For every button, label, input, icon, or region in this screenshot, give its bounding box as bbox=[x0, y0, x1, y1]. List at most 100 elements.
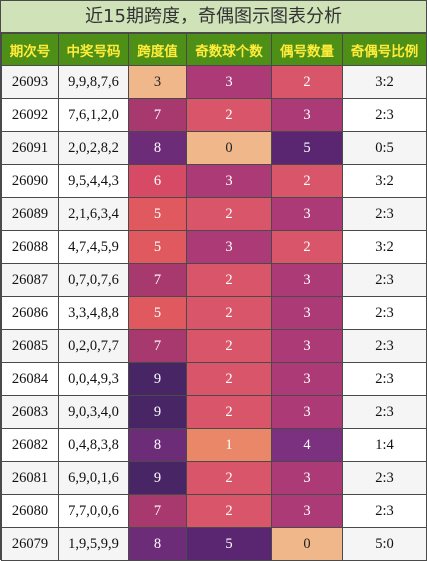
table-row: 26088 4,7,4,5,9 5 3 2 3:2 bbox=[1, 230, 427, 264]
even-count-cell: 2 bbox=[271, 65, 343, 99]
odd-count-cell: 3 bbox=[186, 164, 272, 198]
ratio-cell: 2:3 bbox=[342, 197, 427, 231]
issue-cell: 26079 bbox=[1, 527, 59, 561]
numbers-cell: 9,9,8,7,6 bbox=[58, 65, 129, 99]
header-numbers: 中奖号码 bbox=[58, 33, 129, 66]
span-cell: 5 bbox=[128, 296, 187, 330]
span-cell: 3 bbox=[128, 65, 187, 99]
table-row: 26085 0,2,0,7,7 7 2 3 2:3 bbox=[1, 329, 427, 363]
numbers-cell: 0,2,0,7,7 bbox=[58, 329, 129, 363]
issue-cell: 26086 bbox=[1, 296, 59, 330]
odd-count-cell: 2 bbox=[186, 197, 272, 231]
table-row: 26086 3,3,4,8,8 5 2 3 2:3 bbox=[1, 296, 427, 330]
numbers-cell: 7,7,0,0,6 bbox=[58, 494, 129, 528]
ratio-cell: 3:2 bbox=[342, 65, 427, 99]
issue-cell: 26091 bbox=[1, 131, 59, 165]
odd-count-cell: 2 bbox=[186, 395, 272, 429]
even-count-cell: 2 bbox=[271, 164, 343, 198]
table-row: 26079 1,9,5,9,9 8 5 0 5:0 bbox=[1, 527, 427, 561]
numbers-cell: 3,3,4,8,8 bbox=[58, 296, 129, 330]
table-row: 26092 7,6,1,2,0 7 2 3 2:3 bbox=[1, 98, 427, 132]
ratio-cell: 2:3 bbox=[342, 494, 427, 528]
table-row: 26084 0,0,4,9,3 9 2 3 2:3 bbox=[1, 362, 427, 396]
header-row: 期次号 中奖号码 跨度值 奇数球个数 偶号数量 奇偶号比例 bbox=[1, 33, 427, 66]
odd-count-cell: 2 bbox=[186, 461, 272, 495]
odd-count-cell: 1 bbox=[186, 428, 272, 462]
span-cell: 8 bbox=[128, 527, 187, 561]
table-row: 26083 9,0,3,4,0 9 2 3 2:3 bbox=[1, 395, 427, 429]
odd-count-cell: 2 bbox=[186, 329, 272, 363]
ratio-cell: 2:3 bbox=[342, 263, 427, 297]
even-count-cell: 5 bbox=[271, 131, 343, 165]
ratio-cell: 2:3 bbox=[342, 461, 427, 495]
even-count-cell: 3 bbox=[271, 494, 343, 528]
even-count-cell: 3 bbox=[271, 329, 343, 363]
even-count-cell: 2 bbox=[271, 230, 343, 264]
header-issue: 期次号 bbox=[1, 33, 59, 66]
odd-count-cell: 0 bbox=[186, 131, 272, 165]
issue-cell: 26092 bbox=[1, 98, 59, 132]
issue-cell: 26090 bbox=[1, 164, 59, 198]
even-count-cell: 3 bbox=[271, 197, 343, 231]
ratio-cell: 3:2 bbox=[342, 230, 427, 264]
even-count-cell: 0 bbox=[271, 527, 343, 561]
span-cell: 7 bbox=[128, 329, 187, 363]
odd-count-cell: 2 bbox=[186, 362, 272, 396]
odd-count-cell: 2 bbox=[186, 263, 272, 297]
numbers-cell: 9,0,3,4,0 bbox=[58, 395, 129, 429]
ratio-cell: 1:4 bbox=[342, 428, 427, 462]
span-cell: 5 bbox=[128, 230, 187, 264]
ratio-cell: 3:2 bbox=[342, 164, 427, 198]
ratio-cell: 2:3 bbox=[342, 296, 427, 330]
issue-cell: 26080 bbox=[1, 494, 59, 528]
issue-cell: 26082 bbox=[1, 428, 59, 462]
header-span: 跨度值 bbox=[128, 33, 187, 66]
header-ratio: 奇偶号比例 bbox=[342, 33, 427, 66]
table-body: 26093 9,9,8,7,6 3 3 2 3:2 26092 7,6,1,2,0 7 2 3 2:3… bbox=[1, 65, 427, 561]
page-title: 近15期跨度，奇偶图示图表分析 bbox=[1, 1, 426, 33]
even-count-cell: 4 bbox=[271, 428, 343, 462]
numbers-cell: 9,5,4,4,3 bbox=[58, 164, 129, 198]
odd-count-cell: 5 bbox=[186, 527, 272, 561]
odd-count-cell: 3 bbox=[186, 230, 272, 264]
ratio-cell: 2:3 bbox=[342, 395, 427, 429]
numbers-cell: 4,7,4,5,9 bbox=[58, 230, 129, 264]
ratio-cell: 5:0 bbox=[342, 527, 427, 561]
table-row: 26082 0,4,8,3,8 8 1 4 1:4 bbox=[1, 428, 427, 462]
ratio-cell: 2:3 bbox=[342, 98, 427, 132]
odd-count-cell: 3 bbox=[186, 65, 272, 99]
numbers-cell: 0,0,4,9,3 bbox=[58, 362, 129, 396]
odd-count-cell: 2 bbox=[186, 494, 272, 528]
even-count-cell: 3 bbox=[271, 263, 343, 297]
table-row: 26087 0,7,0,7,6 7 2 3 2:3 bbox=[1, 263, 427, 297]
ratio-cell: 2:3 bbox=[342, 329, 427, 363]
numbers-cell: 2,1,6,3,4 bbox=[58, 197, 129, 231]
even-count-cell: 3 bbox=[271, 362, 343, 396]
ratio-cell: 0:5 bbox=[342, 131, 427, 165]
span-cell: 6 bbox=[128, 164, 187, 198]
issue-cell: 26089 bbox=[1, 197, 59, 231]
issue-cell: 26085 bbox=[1, 329, 59, 363]
span-cell: 7 bbox=[128, 98, 187, 132]
header-odd-count: 奇数球个数 bbox=[186, 33, 272, 66]
issue-cell: 26081 bbox=[1, 461, 59, 495]
table-row: 26093 9,9,8,7,6 3 3 2 3:2 bbox=[1, 65, 427, 99]
table-row: 26081 6,9,0,1,6 9 2 3 2:3 bbox=[1, 461, 427, 495]
numbers-cell: 1,9,5,9,9 bbox=[58, 527, 129, 561]
issue-cell: 26088 bbox=[1, 230, 59, 264]
even-count-cell: 3 bbox=[271, 296, 343, 330]
header-even-count: 偶号数量 bbox=[271, 33, 343, 66]
numbers-cell: 2,0,2,8,2 bbox=[58, 131, 129, 165]
even-count-cell: 3 bbox=[271, 461, 343, 495]
span-cell: 9 bbox=[128, 395, 187, 429]
table-row: 26089 2,1,6,3,4 5 2 3 2:3 bbox=[1, 197, 427, 231]
span-cell: 8 bbox=[128, 428, 187, 462]
numbers-cell: 0,4,8,3,8 bbox=[58, 428, 129, 462]
table-row: 26091 2,0,2,8,2 8 0 5 0:5 bbox=[1, 131, 427, 165]
span-cell: 9 bbox=[128, 362, 187, 396]
issue-cell: 26093 bbox=[1, 65, 59, 99]
even-count-cell: 3 bbox=[271, 98, 343, 132]
odd-count-cell: 2 bbox=[186, 296, 272, 330]
table-row: 26080 7,7,0,0,6 7 2 3 2:3 bbox=[1, 494, 427, 528]
